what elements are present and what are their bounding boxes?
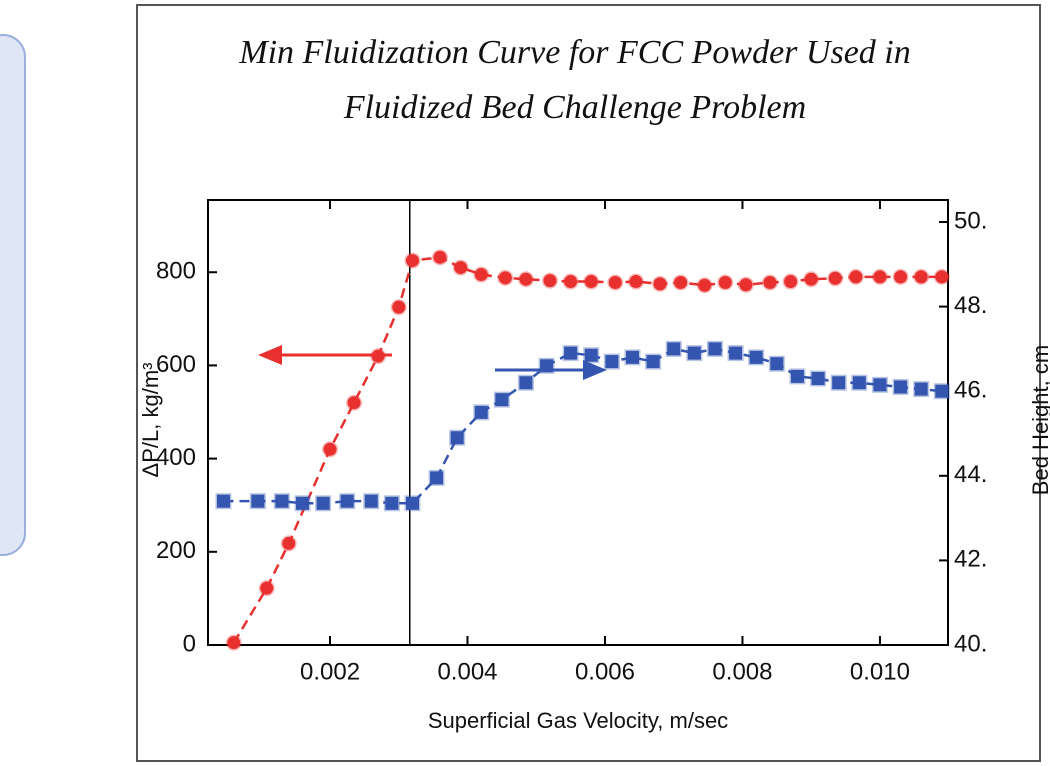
annotation-arrows [258,345,607,380]
chart-title: Fluidized Bed Challenge Problem [343,89,806,126]
x-tick-label: 0.002 [300,658,360,685]
data-point [851,374,868,391]
y2-tick-label: 40. [954,630,987,657]
data-point [810,370,827,387]
data-point [651,275,668,292]
data-point [748,349,765,366]
arrow-head [583,360,607,380]
data-point [390,299,407,316]
data-point [473,266,490,283]
data-point [404,252,421,269]
x-tick-label: 0.008 [712,658,772,685]
data-point [706,340,723,357]
y2-tick-label: 46. [954,377,987,404]
y-tick-label: 600 [156,351,196,378]
data-point [258,580,275,597]
data-point [339,493,356,510]
data-point [892,378,909,395]
data-point [913,268,930,285]
arrow-head [258,345,282,365]
y-tick-label: 800 [156,258,196,285]
y2-tick-label: 48. [954,292,987,319]
x-axis-label: Superficial Gas Velocity, m/sec [428,708,728,733]
y2-tick-label: 44. [954,461,987,488]
data-point [493,391,510,408]
data-point [761,274,778,291]
data-point [847,268,864,285]
data-point [315,495,332,512]
data-point [497,269,514,286]
data-point [541,272,558,289]
data-point [583,273,600,290]
data-point [871,268,888,285]
data-point [383,495,400,512]
side-panel [0,34,26,556]
data-point [717,274,734,291]
x-tick-label: 0.006 [575,658,635,685]
y-tick-label: 400 [156,444,196,471]
data-point [892,268,909,285]
data-point [696,277,713,294]
y-axis-label: ΔP/L, kg/m³ [138,363,163,478]
data-point [449,429,466,446]
data-point [782,273,799,290]
data-point [871,376,888,393]
data-point [737,276,754,293]
data-point [727,345,744,362]
data-point [562,273,579,290]
y2-tick-label: 50. [954,207,987,234]
y2-tick-label: 42. [954,546,987,573]
data-point [280,535,297,552]
series-line [232,256,942,644]
data-point [803,271,820,288]
data-point [273,493,290,510]
y2-axis-label: Bed Height, cm [1028,345,1050,495]
data-point [624,349,641,366]
data-point [645,353,662,370]
data-point [686,345,703,362]
data-point [473,404,490,421]
data-point [562,345,579,362]
data-point [215,493,232,510]
data-point [607,274,624,291]
data-point [768,355,785,372]
data-point [322,441,339,458]
x-tick-label: 0.004 [437,658,497,685]
data-point [583,347,600,364]
data-point [428,469,445,486]
data-point [517,374,534,391]
data-point [225,634,242,651]
data-point [933,383,950,400]
data-point [913,381,930,398]
x-tick-label: 0.010 [850,658,910,685]
data-point [432,249,449,266]
figure-frame [136,4,1041,762]
data-point [517,271,534,288]
data-point [665,340,682,357]
data-point [346,394,363,411]
series-line [223,347,942,505]
data-point [249,493,266,510]
data-point [672,274,689,291]
y-tick-label: 200 [156,537,196,564]
plot-frame [207,199,949,646]
y-tick-label: 0 [183,630,196,657]
data-point [827,270,844,287]
plot: 0.002 0.004 0.006 0.008 0.010 0 200 400 600 800 40… [156,199,987,685]
data-point [294,495,311,512]
data-point [933,268,950,285]
data-point [627,273,644,290]
data-point [363,493,380,510]
data-point [603,353,620,370]
data-point [789,368,806,385]
chart-title: Min Fluidization Curve for FCC Powder Us… [238,34,910,71]
data-point [404,495,421,512]
data-point [830,374,847,391]
data-point [452,259,469,276]
